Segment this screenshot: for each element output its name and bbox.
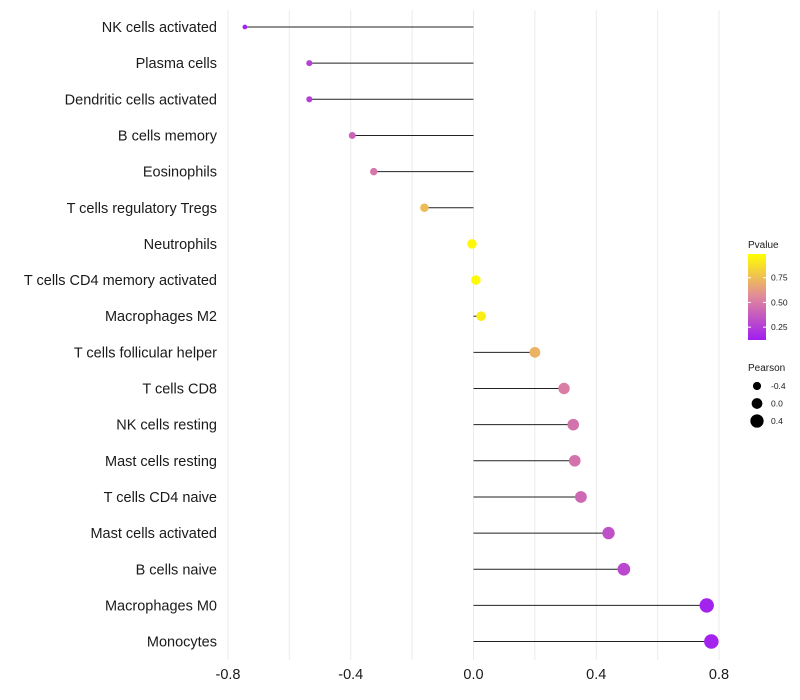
color-legend-label: 0.50 — [771, 297, 788, 307]
grid-layer — [227, 10, 720, 660]
category-label: T cells CD8 — [142, 382, 217, 398]
category-label: Eosinophils — [143, 165, 217, 181]
category-label: T cells CD4 naive — [104, 490, 217, 506]
color-legend-title: Pvalue — [748, 240, 779, 251]
category-label: B cells naive — [136, 562, 217, 578]
size-legend-title: Pearson — [748, 363, 785, 374]
lollipop-dot — [529, 346, 541, 358]
color-legend-label: 0.25 — [771, 322, 788, 332]
category-label: Plasma cells — [136, 56, 217, 72]
category-label: Dendritic cells activated — [65, 92, 217, 108]
size-legend-label: 0.4 — [771, 416, 783, 426]
lollipop-dot — [420, 203, 429, 212]
category-label: Mast cells resting — [105, 454, 217, 470]
size-legend-dot — [751, 398, 763, 409]
category-labels: NK cells activated Plasma cells Dendritic … — [24, 20, 218, 651]
size-legend-label: 0.0 — [771, 399, 783, 409]
legend: Pvalue 0.75 0.50 0.25 Pearson -0.4 0.0 0.4 — [748, 240, 788, 428]
category-label: Mast cells activated — [90, 526, 217, 542]
x-axis-tick-labels: -0.8 -0.4 0.0 0.4 0.8 — [216, 667, 730, 683]
x-tick-label: 0.8 — [709, 667, 729, 683]
lollipop-dot — [348, 131, 356, 139]
lollipop-dot — [617, 562, 631, 576]
x-tick-label: 0.4 — [586, 667, 606, 683]
category-label: Neutrophils — [144, 237, 217, 253]
lollipop-dot — [704, 634, 719, 649]
x-tick-label: -0.4 — [338, 667, 363, 683]
category-label: T cells follicular helper — [74, 345, 217, 361]
category-label: NK cells resting — [116, 418, 217, 434]
category-label: B cells memory — [118, 128, 218, 144]
lollipop-dot — [568, 454, 581, 467]
x-tick-label: 0.0 — [463, 667, 483, 683]
size-legend-label: -0.4 — [771, 381, 786, 391]
lollipop-dot — [602, 526, 615, 540]
category-label: NK cells activated — [102, 20, 217, 36]
stem-layer — [244, 26, 712, 643]
lollipop-dot — [242, 24, 248, 30]
lollipop-dot — [567, 418, 580, 431]
lollipop-dot — [306, 96, 313, 103]
color-legend-bar — [748, 254, 766, 340]
color-legend-label: 0.75 — [771, 273, 788, 283]
lollipop-dot — [476, 311, 487, 322]
category-label: Macrophages M2 — [105, 309, 217, 325]
category-label: T cells CD4 memory activated — [24, 273, 217, 289]
color-legend-ticks: 0.75 0.50 0.25 — [748, 273, 788, 332]
category-label: Monocytes — [147, 635, 217, 651]
category-label: T cells regulatory Tregs — [67, 201, 217, 217]
lollipop-dot — [370, 167, 378, 176]
size-legend-dot — [750, 414, 764, 428]
lollipop-dot — [467, 239, 477, 249]
x-tick-label: -0.8 — [216, 667, 241, 683]
size-legend-items: -0.4 0.0 0.4 — [750, 381, 786, 428]
size-legend-dot — [752, 381, 762, 391]
category-label: Macrophages M0 — [105, 598, 217, 614]
lollipop-dot — [558, 382, 570, 395]
lollipop-dot — [471, 275, 481, 285]
lollipop-dot — [575, 491, 587, 503]
lollipop-dot — [699, 598, 714, 613]
lollipop-dot — [306, 60, 313, 67]
dot-layer — [242, 24, 719, 649]
